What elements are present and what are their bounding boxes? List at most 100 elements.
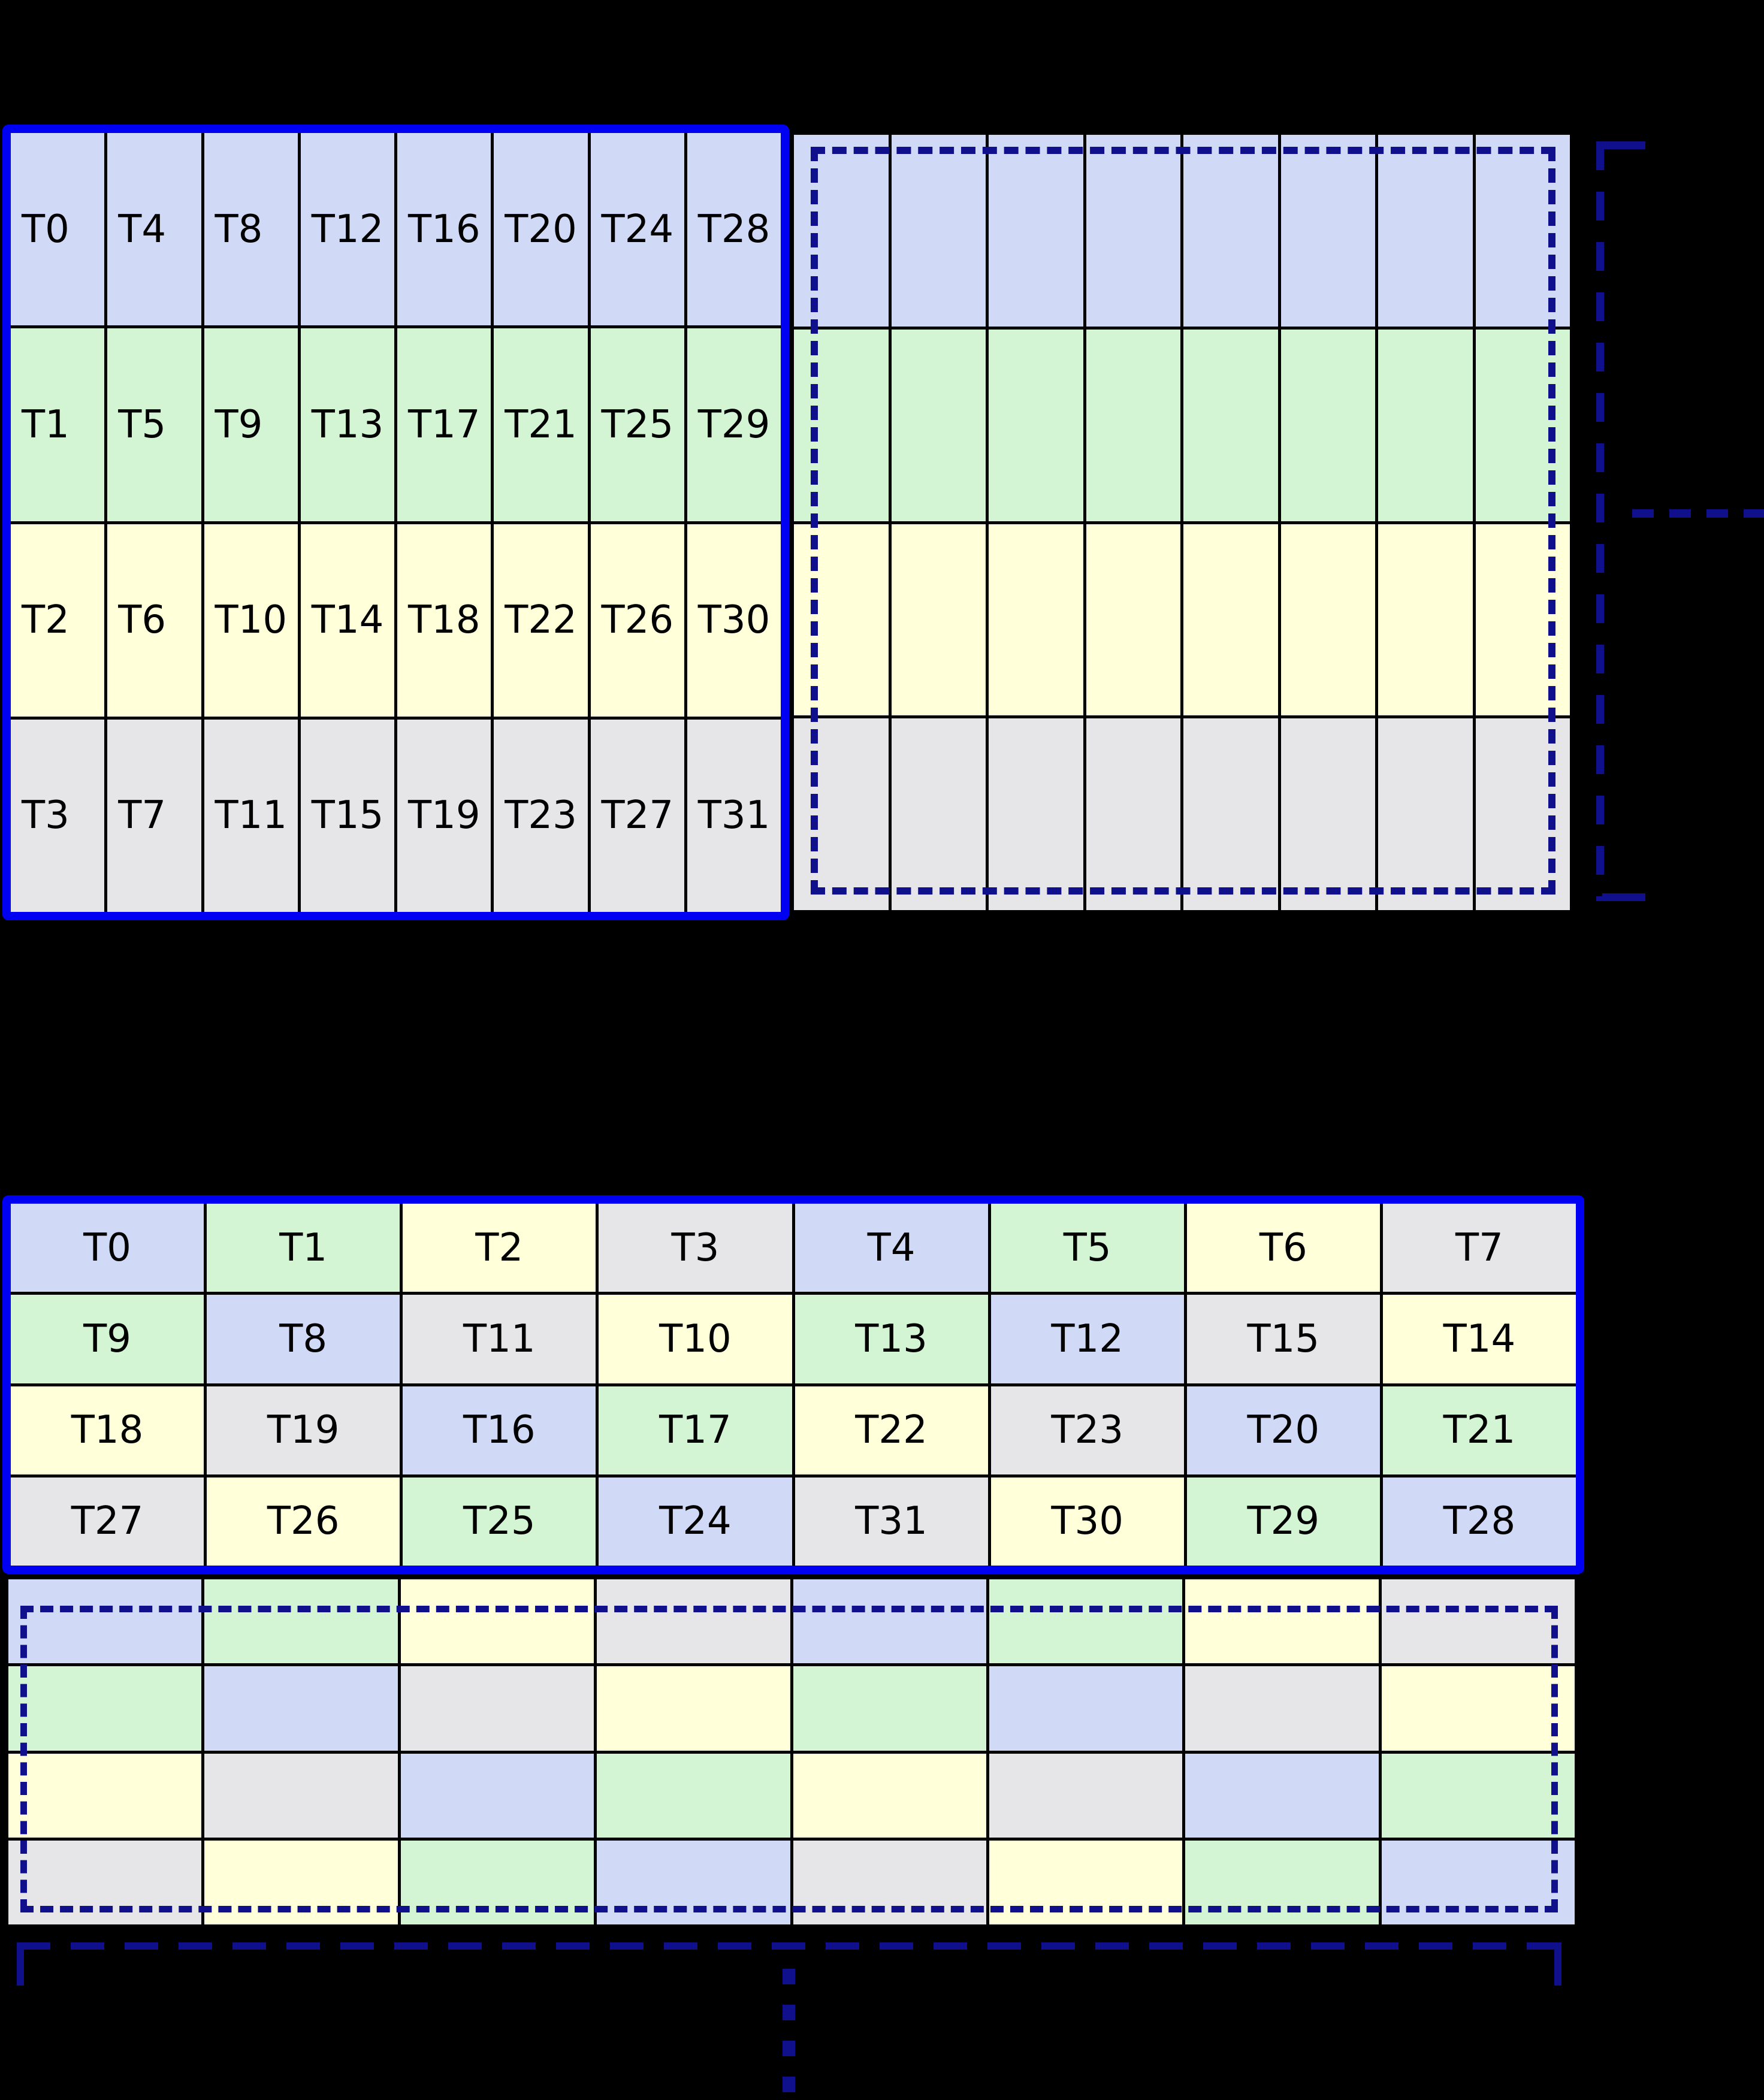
thread-label: T11 xyxy=(215,793,288,838)
thread-cell-t25: T25 xyxy=(403,1477,596,1566)
continuation-cell-r2c6 xyxy=(1185,1753,1379,1838)
continuation-cell-r1c5 xyxy=(1280,329,1375,521)
thread-cell-t11: T11 xyxy=(403,1295,596,1383)
thread-cell-t9: T9 xyxy=(204,328,298,521)
thread-cell-t24: T24 xyxy=(599,1477,792,1566)
continuation-cell-r0c4 xyxy=(793,1579,986,1664)
thread-label: T6 xyxy=(1259,1225,1307,1270)
continuation-cell-r1c7 xyxy=(1381,1666,1575,1751)
continuation-cell-r1c4 xyxy=(1183,329,1278,521)
thread-label: T6 xyxy=(118,598,167,643)
thread-cell-t3: T3 xyxy=(599,1204,792,1292)
continuation-cell-r0c1 xyxy=(891,135,986,327)
thread-label: T13 xyxy=(311,402,384,447)
thread-cell-t23: T23 xyxy=(494,719,588,912)
thread-cell-t18: T18 xyxy=(397,524,491,717)
thread-cell-t17: T17 xyxy=(599,1386,792,1474)
thread-label: T1 xyxy=(279,1225,328,1270)
thread-cell-t23: T23 xyxy=(990,1386,1184,1474)
continuation-cell-r2c5 xyxy=(1280,524,1375,716)
thread-cell-t29: T29 xyxy=(687,328,781,521)
dashed-square-bracket-icon xyxy=(1596,141,1648,901)
continuation-cell-r1c3 xyxy=(1086,329,1180,521)
continuation-cell-r1c6 xyxy=(1185,1666,1379,1751)
thread-cell-t13: T13 xyxy=(795,1295,988,1383)
thread-label: T30 xyxy=(1051,1499,1123,1544)
continuation-cell-r2c1 xyxy=(204,1753,398,1838)
thread-cell-t6: T6 xyxy=(107,524,201,717)
thread-label: T18 xyxy=(408,598,481,643)
thread-cell-t25: T25 xyxy=(590,328,684,521)
continuation-cell-r2c2 xyxy=(400,1753,594,1838)
continuation-cell-r3c2 xyxy=(400,1840,594,1924)
thread-cell-t0: T0 xyxy=(11,1204,204,1292)
thread-label: T31 xyxy=(697,793,771,838)
thread-label: T16 xyxy=(408,207,481,252)
thread-label: T28 xyxy=(697,207,771,252)
thread-label: T1 xyxy=(22,402,70,447)
continuation-cell-r0c7 xyxy=(1475,135,1570,327)
thread-cell-t0: T0 xyxy=(11,133,105,326)
continuation-cell-r0c5 xyxy=(1280,135,1375,327)
continuation-cell-r1c0 xyxy=(8,1666,202,1751)
thread-label: T21 xyxy=(1443,1408,1516,1453)
continuation-cell-r0c6 xyxy=(1378,135,1473,327)
thread-cell-t21: T21 xyxy=(494,328,588,521)
thread-label: T12 xyxy=(1051,1316,1123,1361)
thread-label: T26 xyxy=(601,598,674,643)
thread-cell-t31: T31 xyxy=(795,1477,988,1566)
thread-cell-t14: T14 xyxy=(300,524,394,717)
thread-label: T11 xyxy=(463,1316,536,1361)
thread-cell-t11: T11 xyxy=(204,719,298,912)
thread-label: T2 xyxy=(22,598,70,643)
thread-cell-t4: T4 xyxy=(795,1204,988,1292)
thread-label: T5 xyxy=(1063,1225,1111,1270)
continuation-cell-r2c2 xyxy=(989,524,1083,716)
thread-cell-t7: T7 xyxy=(1382,1204,1576,1292)
thread-cell-t15: T15 xyxy=(300,719,394,912)
thread-label: T29 xyxy=(1247,1499,1320,1544)
continuation-cell-r3c0 xyxy=(8,1840,202,1924)
thread-cell-t15: T15 xyxy=(1186,1295,1380,1383)
thread-label: T3 xyxy=(671,1225,720,1270)
continuation-cell-r2c0 xyxy=(8,1753,202,1838)
thread-cell-t1: T1 xyxy=(11,328,105,521)
thread-cell-t18: T18 xyxy=(11,1386,204,1474)
thread-label: T24 xyxy=(659,1499,732,1544)
thread-cell-t30: T30 xyxy=(990,1477,1184,1566)
continuation-cell-r0c2 xyxy=(989,135,1083,327)
thread-cell-t9: T9 xyxy=(11,1295,204,1383)
continuation-cell-r0c4 xyxy=(1183,135,1278,327)
thread-label: T21 xyxy=(505,402,577,447)
continuation-cell-r3c7 xyxy=(1475,718,1570,910)
thread-label: T5 xyxy=(118,402,167,447)
thread-label: T27 xyxy=(601,793,674,838)
thread-label: T22 xyxy=(505,598,577,643)
continuation-cell-r3c4 xyxy=(1183,718,1278,910)
thread-cell-t16: T16 xyxy=(397,133,491,326)
bracket-left-tick xyxy=(17,1942,24,1986)
thread-label: T8 xyxy=(215,207,263,252)
thread-label: T20 xyxy=(505,207,577,252)
continuation-cell-r2c3 xyxy=(597,1753,790,1838)
thread-label: T24 xyxy=(601,207,674,252)
continuation-cell-r1c7 xyxy=(1475,329,1570,521)
thread-label: T14 xyxy=(1443,1316,1516,1361)
continuation-cell-r2c7 xyxy=(1475,524,1570,716)
thread-label: T23 xyxy=(1051,1408,1123,1453)
thread-cell-t7: T7 xyxy=(107,719,201,912)
continuation-cell-r3c7 xyxy=(1381,1840,1575,1924)
thread-label: T17 xyxy=(659,1408,732,1453)
thread-label: T2 xyxy=(475,1225,524,1270)
continuation-cell-r1c4 xyxy=(793,1666,986,1751)
thread-cell-t28: T28 xyxy=(687,133,781,326)
thread-cell-t13: T13 xyxy=(300,328,394,521)
continuation-cell-r2c4 xyxy=(793,1753,986,1838)
thread-label: T26 xyxy=(267,1499,340,1544)
continuation-cell-r1c0 xyxy=(794,329,889,521)
thread-cell-t21: T21 xyxy=(1382,1386,1576,1474)
continuation-cell-r0c3 xyxy=(597,1579,790,1664)
thread-label: T25 xyxy=(463,1499,536,1544)
continuation-cell-r2c4 xyxy=(1183,524,1278,716)
thread-label: T30 xyxy=(697,598,771,643)
